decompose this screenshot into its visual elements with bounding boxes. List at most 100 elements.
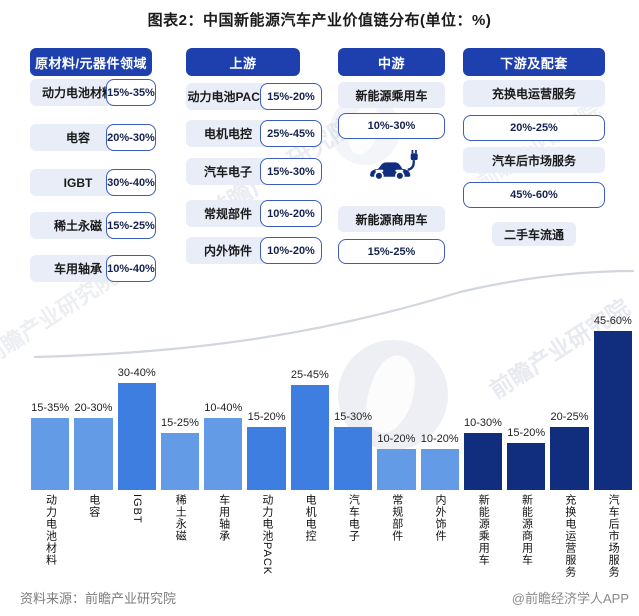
item-row: 内外饰件 10%-20% <box>186 237 322 264</box>
value-pill: 10%-40% <box>106 255 156 282</box>
credit-note: @前瞻经济学人APP <box>511 591 629 606</box>
x-axis-label: 车用轴承 <box>217 494 230 542</box>
item-row: 动力电池材料 15%-35% <box>30 79 156 106</box>
bar-slot: 30-40% <box>117 288 156 490</box>
bar <box>377 449 416 490</box>
x-axis-label-slot: 电机电控 <box>291 494 329 584</box>
value-pill: 25%-45% <box>260 120 322 147</box>
bar-slot: 20-30% <box>74 288 113 490</box>
item-label-box: 新能源乘用车 <box>338 82 445 108</box>
value-pill: 10%-20% <box>260 200 322 227</box>
x-axis-label-slot: 常规部件 <box>377 494 415 584</box>
diagram-column: 中游 新能源乘用车 10%-30% 新能源商用车 15%-25% <box>338 48 445 264</box>
column-header: 原材料/元器件领域 <box>30 48 152 76</box>
bar-value-label: 20-30% <box>74 402 113 414</box>
item-label-box: 二手车流通 <box>492 222 576 246</box>
bar-slot: 10-40% <box>204 288 243 490</box>
value-pill: 20%-25% <box>463 115 605 141</box>
x-axis-label-slot: 稀土永磁 <box>161 494 199 584</box>
item-label-box: 常规部件 <box>186 200 270 227</box>
x-axis-label: 内外饰件 <box>433 494 446 542</box>
diagram-column: 原材料/元器件领域 动力电池材料 15%-35% 电容 20%-30% IGBT 30%-4… <box>30 48 156 282</box>
bar <box>74 418 113 490</box>
x-axis-label-slot: 车用轴承 <box>204 494 242 584</box>
item-row: 常规部件 10%-20% <box>186 200 322 227</box>
bar-slot: 15-25% <box>160 288 200 490</box>
bar <box>247 427 286 490</box>
x-axis-label: 电机电控 <box>304 494 317 542</box>
x-axis-label: 动力电池材料 <box>44 494 57 566</box>
x-axis-label: 充换电运营服务 <box>563 494 576 578</box>
bar <box>463 433 503 490</box>
bar-slot: 15-20% <box>247 288 286 490</box>
item-label-box: 充换电运营服务 <box>463 80 605 107</box>
bar <box>31 418 70 490</box>
item-label-box: 汽车后市场服务 <box>463 147 605 173</box>
column-header: 中游 <box>338 48 445 76</box>
bar <box>593 331 632 490</box>
x-axis-label: 电容 <box>87 494 100 518</box>
item-label-box: 内外饰件 <box>186 237 270 264</box>
ev-car-icon <box>338 148 445 188</box>
source-note: 资料来源：前瞻产业研究院 <box>20 591 177 606</box>
x-axis-label-slot: 汽车后市场服务 <box>594 494 632 584</box>
bar-value-label: 10-30% <box>463 417 502 429</box>
item-row: 汽车电子 15%-30% <box>186 158 322 185</box>
x-axis-label-slot: 汽车电子 <box>334 494 372 584</box>
bar-value-label: 20-25% <box>550 411 589 423</box>
bar <box>550 427 589 490</box>
x-axis-label-slot: 内外饰件 <box>421 494 459 584</box>
bar-value-label: 10-20% <box>377 433 416 445</box>
diagram-column: 下游及配套 充换电运营服务 20%-25% 汽车后市场服务 45%-60% 二手车流通 <box>463 48 605 246</box>
item-row: 电机电控 25%-45% <box>186 120 322 147</box>
bar-value-label: 10-20% <box>420 433 459 445</box>
bar-value-label: 45-60% <box>593 315 632 327</box>
bar <box>290 385 329 490</box>
bar-value-label: 15-20% <box>247 411 286 423</box>
x-axis-label: 常规部件 <box>390 494 403 542</box>
bar-slot: 10-30% <box>463 288 503 490</box>
bar <box>420 449 459 490</box>
item-row: 车用轴承 10%-40% <box>30 255 156 282</box>
x-axis-labels: 动力电池材料 电容 IGBT 稀土永磁 车用轴承 动力电池PACK 电机电控 汽车电子 常规部件… <box>31 494 632 584</box>
x-axis-label: 汽车电子 <box>347 494 360 542</box>
item-label-box: 汽车电子 <box>186 158 270 185</box>
x-axis-label: IGBT <box>131 494 144 524</box>
item-label-box: 新能源商用车 <box>338 206 445 232</box>
value-pill: 15%-20% <box>260 83 322 110</box>
bar-slot: 15-30% <box>333 288 373 490</box>
bar-slot: 20-25% <box>550 288 589 490</box>
x-axis-label: 动力电池PACK <box>260 494 273 576</box>
bar-slot: 15-35% <box>31 288 70 490</box>
bar <box>117 383 156 490</box>
bar-slot: 10-20% <box>377 288 416 490</box>
bar-value-label: 15-35% <box>31 402 70 414</box>
item-row: IGBT 30%-40% <box>30 169 156 196</box>
item-row: 稀土永磁 15%-25% <box>30 212 156 239</box>
value-pill: 15%-30% <box>260 158 322 185</box>
bar-value-label: 15-25% <box>161 417 199 429</box>
x-axis-label: 新能源商用车 <box>520 494 533 566</box>
bar-slot: 15-20% <box>507 288 546 490</box>
x-axis-label-slot: 动力电池PACK <box>247 494 285 584</box>
page-title: 图表2：中国新能源汽车产业价值链分布(单位：%) <box>147 12 492 29</box>
x-axis-label: 稀土永磁 <box>174 494 187 542</box>
bar-slot: 25-45% <box>290 288 329 490</box>
bar <box>333 427 373 490</box>
x-axis-label: 汽车后市场服务 <box>607 494 620 578</box>
value-pill: 20%-30% <box>106 124 156 151</box>
x-axis-label-slot: 新能源乘用车 <box>464 494 502 584</box>
item-label-box: 电机电控 <box>186 120 270 147</box>
value-pill: 10%-20% <box>260 237 322 264</box>
bar-value-label: 10-40% <box>204 402 243 414</box>
bar-value-label: 15-20% <box>507 427 546 439</box>
value-pill: 15%-35% <box>106 79 156 106</box>
bar <box>204 418 243 490</box>
x-axis-label-slot: IGBT <box>118 494 156 584</box>
bar-value-label: 25-45% <box>290 369 329 381</box>
bar <box>507 443 546 490</box>
x-axis-label-slot: 电容 <box>74 494 112 584</box>
bar-slot: 10-20% <box>420 288 459 490</box>
item-row: 电容 20%-30% <box>30 124 156 151</box>
bar-value-label: 15-30% <box>334 411 373 423</box>
